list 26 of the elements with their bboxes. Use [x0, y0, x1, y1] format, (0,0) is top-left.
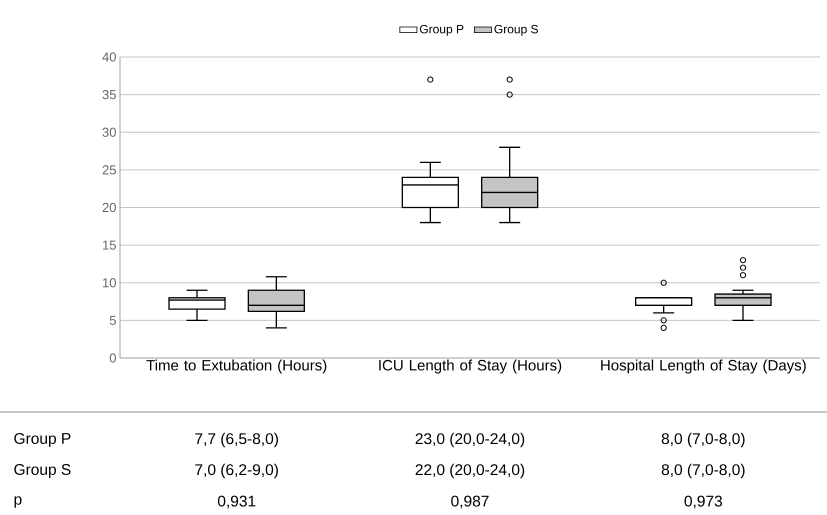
y-tick-label: 10 [103, 278, 116, 288]
y-tick-label: 20 [102, 202, 116, 212]
y-tick-label: 0 [110, 353, 116, 363]
x-tick-label: Time to Extubation (Hours) [146, 360, 326, 374]
text: 0,987 [451, 496, 489, 508]
y-tick-label: 25 [102, 165, 116, 174]
x-tick-label: Hospital Length of Stay (Days) [601, 360, 806, 374]
y-tick-label: 40 [102, 52, 116, 62]
x-tick-label: ICU Length of Stay (Hours) [379, 360, 562, 374]
legend-label: Group S [494, 24, 538, 36]
text: Group P [14, 432, 70, 448]
text: 22,0 (20,0-24,0) [416, 464, 524, 478]
text: 7,0 (6,2-9,0) [195, 464, 278, 478]
y-tick-label: 35 [102, 90, 116, 100]
text: 23,0 (20,0-24,0) [416, 432, 524, 448]
text: Group S [14, 464, 71, 478]
text: 7,7 (6,5-8,0) [195, 432, 278, 448]
text: 8,0 (7,0-8,0) [662, 464, 745, 478]
text: 8,0 (7,0-8,0) [662, 432, 745, 448]
y-tick-label: 15 [103, 240, 116, 250]
text: 0,973 [684, 496, 722, 508]
y-tick-label: 30 [102, 128, 116, 137]
y-tick-label: 5 [110, 316, 116, 325]
legend-label: Group P [420, 24, 464, 36]
text: 0,931 [218, 496, 256, 508]
text: p [14, 496, 22, 508]
